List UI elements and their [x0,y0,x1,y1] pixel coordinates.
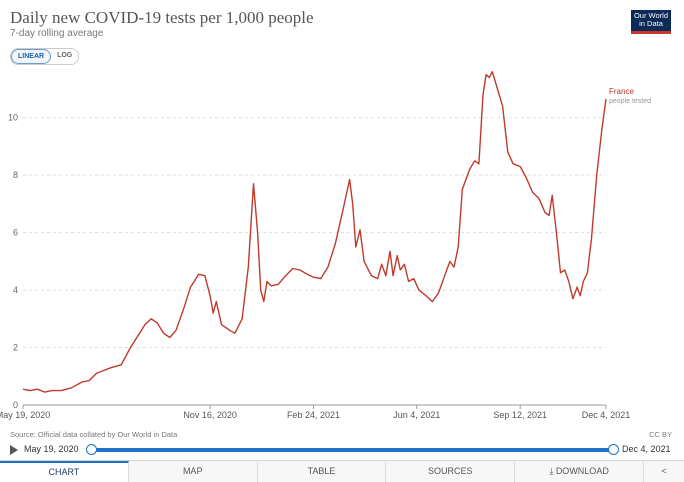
timeline-track[interactable] [90,448,614,452]
x-tick-label: Dec 4, 2021 [582,410,631,420]
bottom-tabs: CHART MAP TABLE SOURCES ⤓ DOWNLOAD < [0,460,684,482]
y-tick-label: 6 [13,228,18,238]
log-scale-button[interactable]: LOG [57,52,73,59]
x-tick-label: Jun 4, 2021 [393,410,440,420]
owid-logo[interactable]: Our World in Data [631,10,671,34]
x-tick-label: May 19, 2020 [0,410,50,420]
x-tick-label: Nov 16, 2020 [183,410,237,420]
y-tick-label: 4 [13,285,18,295]
y-tick-labels: 0 2 4 6 8 10 [8,113,18,410]
tab-download-label: DOWNLOAD [555,466,609,476]
chart-subtitle: 7-day rolling average [10,28,104,39]
linear-scale-button[interactable]: LINEAR [11,49,52,64]
logo-line-2: in Data [639,19,663,28]
x-tick-label: Feb 24, 2021 [287,410,340,420]
timeline-end-label: Dec 4, 2021 [622,444,671,454]
logo-line-1: Our World [633,11,669,20]
tab-sources[interactable]: SOURCES [386,461,516,482]
y-tick-label: 0 [13,400,18,410]
download-icon: ⤓ [549,466,556,476]
timeline-start-label: May 19, 2020 [24,444,79,454]
series-sublabel: people tested [609,98,651,105]
share-icon: < [661,466,667,476]
series-label-france: France [609,87,634,96]
x-axis: May 19, 2020 Nov 16, 2020 Feb 24, 2021 Jun … [0,405,630,420]
series-line-france [22,71,607,393]
chart-title: Daily new COVID-19 tests per 1,000 peopl… [10,8,314,27]
y-tick-label: 10 [8,113,18,123]
tab-map[interactable]: MAP [129,461,258,482]
x-tick-label: Sep 12, 2021 [493,410,547,420]
timeline-end-handle[interactable] [608,444,619,455]
play-icon[interactable] [10,445,18,455]
timeline-start-handle[interactable] [86,444,97,455]
y-tick-label: 2 [13,343,18,353]
scale-toggle: LINEAR LOG [10,48,80,65]
line-chart: 0 2 4 6 8 10 May 19, 2020 Nov 16, 2020 Feb 24, … [0,71,651,420]
timeline-slider: May 19, 2020 Dec 4, 2021 [0,442,684,460]
license-link[interactable]: CC BY [649,430,672,439]
share-button[interactable]: < [644,461,684,482]
tab-table[interactable]: TABLE [258,461,387,482]
series-labels: France people tested [609,87,651,105]
tab-chart[interactable]: CHART [0,461,129,482]
y-gridlines [23,117,606,406]
series-layer [22,71,607,393]
tab-download[interactable]: ⤓ DOWNLOAD [515,461,644,482]
source-note: Source: Official data collated by Our Wo… [10,430,178,439]
y-tick-label: 8 [13,170,18,180]
